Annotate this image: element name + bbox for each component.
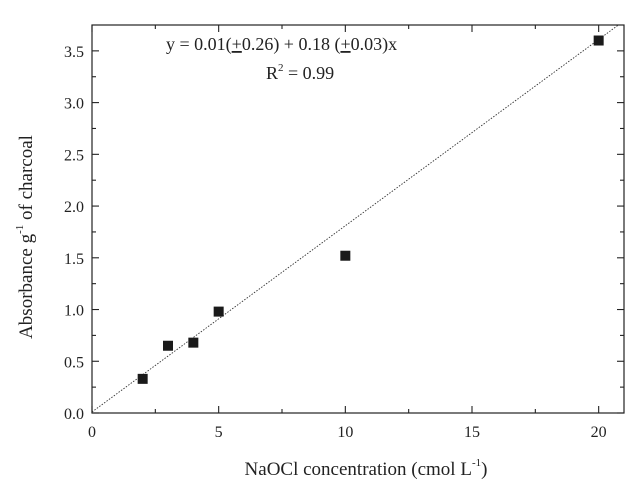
y-tick-label: 3.5 <box>64 44 84 61</box>
data-point <box>188 337 199 348</box>
y-tick-label: 3.0 <box>64 96 84 113</box>
data-point <box>137 373 148 384</box>
x-axis-title: NaOCl concentration (cmol L-1) <box>245 457 488 480</box>
data-point <box>213 306 224 317</box>
x-axis-title-close: ) <box>481 459 487 480</box>
r-squared-label: R <box>266 63 278 83</box>
equation-end: 0.03)x <box>351 34 398 55</box>
x-axis-title-sup: -1 <box>472 457 481 469</box>
y-axis-title-rest: of charcoal <box>16 135 37 225</box>
fit-line <box>91 24 619 413</box>
equation-mid: 0.26) + 0.18 ( <box>242 34 341 55</box>
plot-frame <box>91 24 625 414</box>
x-tick-label: 10 <box>337 424 353 441</box>
y-axis-title: Absorbance g-1 of charcoal <box>14 135 37 339</box>
x-axis-title-main: NaOCl concentration (cmol L <box>245 459 472 480</box>
tick-labels: 0 5 10 15 20 0.0 0.5 1.0 1.5 2.0 2.5 3.0 3.5 <box>64 44 607 441</box>
axis-ticks <box>91 25 624 414</box>
x-tick-label: 0 <box>88 424 96 441</box>
plot-border <box>91 24 625 414</box>
plus-minus-2: + <box>340 34 350 54</box>
plus-minus-1: + <box>232 34 242 54</box>
y-tick-label: 0.5 <box>64 354 84 371</box>
x-tick-label: 15 <box>464 424 480 441</box>
data-point <box>340 250 351 261</box>
y-tick-label: 1.0 <box>64 303 84 320</box>
r-squared: R2 = 0.99 <box>266 62 334 83</box>
y-tick-label: 2.5 <box>64 147 84 164</box>
data-points <box>137 35 604 384</box>
x-tick-label: 20 <box>591 424 607 441</box>
y-tick-label: 0.0 <box>64 406 84 423</box>
r-squared-value: = 0.99 <box>284 63 335 83</box>
data-point <box>163 340 173 351</box>
y-tick-label: 2.0 <box>64 199 84 216</box>
r-squared-sup: 2 <box>278 62 284 74</box>
y-axis-title-sup: -1 <box>14 225 26 234</box>
data-point <box>593 35 604 46</box>
y-tick-label: 1.5 <box>64 251 84 268</box>
x-tick-label: 5 <box>215 424 223 441</box>
y-axis-title-main: Absorbance g <box>16 233 37 338</box>
fit-equation: y = 0.01(+0.26) + 0.18 (+0.03)x <box>166 34 397 55</box>
equation-prefix: y = 0.01( <box>166 34 232 55</box>
